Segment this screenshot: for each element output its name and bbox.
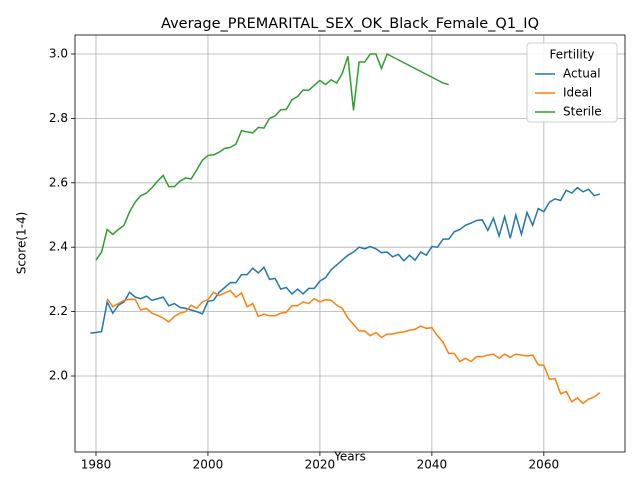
x-tick-label: 2000 <box>193 458 224 472</box>
legend-label: Actual <box>563 67 601 81</box>
legend-box <box>526 42 618 123</box>
legend: Fertility Actual Ideal Sterile <box>526 42 618 123</box>
x-tick-label: 1980 <box>81 458 112 472</box>
x-tick-label: 2020 <box>305 458 336 472</box>
y-axis-label: Score(1-4) <box>15 212 29 275</box>
series-line <box>90 186 601 334</box>
y-tick-label: 3.0 <box>49 46 68 60</box>
plot-frame <box>74 34 626 453</box>
legend-title: Fertility <box>549 48 594 62</box>
y-tick-label: 2.8 <box>49 111 68 125</box>
x-axis-label: Years <box>333 450 366 464</box>
y-tick-label: 2.0 <box>49 369 68 383</box>
legend-label: Ideal <box>563 86 592 100</box>
y-tick-label: 2.6 <box>49 175 68 189</box>
y-tick-label: 2.2 <box>49 304 68 318</box>
chart-title: Average_PREMARITAL_SEX_OK_Black_Female_Q… <box>161 16 539 32</box>
series-line <box>95 52 449 261</box>
x-tick-label: 2060 <box>529 458 560 472</box>
x-tick-label: 2040 <box>417 458 448 472</box>
series-line <box>106 289 601 405</box>
legend-label: Sterile <box>563 105 602 119</box>
y-tick-label: 2.4 <box>49 240 68 254</box>
